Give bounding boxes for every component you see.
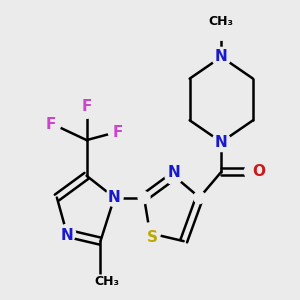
Circle shape bbox=[58, 224, 76, 242]
Text: S: S bbox=[146, 230, 158, 245]
Text: CH₃: CH₃ bbox=[209, 16, 234, 28]
Circle shape bbox=[106, 189, 123, 206]
Circle shape bbox=[138, 192, 150, 203]
Text: CH₃: CH₃ bbox=[94, 275, 119, 289]
Text: N: N bbox=[215, 50, 228, 64]
Circle shape bbox=[108, 124, 124, 140]
Text: F: F bbox=[46, 117, 56, 132]
Text: F: F bbox=[81, 99, 92, 114]
Circle shape bbox=[194, 192, 206, 203]
Circle shape bbox=[140, 223, 160, 244]
Text: N: N bbox=[167, 165, 180, 180]
Circle shape bbox=[212, 47, 231, 66]
Circle shape bbox=[45, 116, 61, 132]
Text: N: N bbox=[60, 228, 73, 243]
Text: O: O bbox=[253, 164, 266, 179]
Text: F: F bbox=[113, 125, 124, 140]
Circle shape bbox=[79, 102, 94, 118]
Text: N: N bbox=[108, 190, 121, 205]
Circle shape bbox=[214, 26, 229, 40]
Text: N: N bbox=[215, 135, 228, 150]
Circle shape bbox=[165, 167, 182, 184]
Circle shape bbox=[244, 163, 262, 181]
Circle shape bbox=[212, 133, 231, 152]
